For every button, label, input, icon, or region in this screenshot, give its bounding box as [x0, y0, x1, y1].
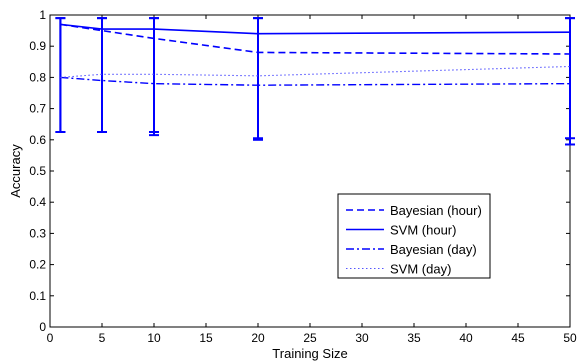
errorbar-layer — [55, 17, 575, 146]
legend-items: Bayesian (hour) SVM (hour) Bayesian (day) S… — [346, 203, 482, 277]
x-tick-label-7: 35 — [407, 331, 421, 345]
x-tick-label-6: 30 — [355, 331, 369, 345]
y-tick-label-2: 0.2 — [29, 258, 46, 272]
x-tick-label-3: 15 — [199, 331, 213, 345]
series-line-1 — [60, 23, 571, 35]
legend-box — [337, 193, 491, 279]
legend: Bayesian (hour) SVM (hour) Bayesian (day) S… — [337, 193, 491, 279]
x-tick-label-0: 0 — [47, 331, 54, 345]
y-tick-label-10: 1 — [39, 8, 46, 22]
x-tick-label-1: 5 — [99, 331, 106, 345]
y-axis-label: Accuracy — [8, 144, 23, 198]
x-tick-label-5: 25 — [303, 331, 317, 345]
plot-frame — [49, 14, 571, 328]
x-tick-label-10: 50 — [563, 331, 577, 345]
x-tick-label-8: 40 — [459, 331, 473, 345]
series-layer — [60, 23, 571, 86]
x-axis-label: Training Size — [272, 346, 347, 361]
x-tick-label-9: 45 — [511, 331, 525, 345]
y-tick-label-7: 0.7 — [29, 102, 46, 116]
ticks-layer: 0 5 10 15 20 25 30 35 40 45 50 0 0.1 0.2 0.3 0.4 0.5 0.6 0… — [29, 8, 577, 345]
x-tick-label-2: 10 — [147, 331, 161, 345]
y-tick-label-8: 0.8 — [29, 70, 46, 84]
y-tick-label-9: 0.9 — [29, 39, 46, 53]
series-line-0 — [60, 23, 571, 55]
series-line-2 — [60, 76, 571, 86]
legend-label-1: SVM (hour) — [390, 223, 456, 238]
legend-label-0: Bayesian (hour) — [390, 203, 482, 218]
y-tick-label-0: 0 — [39, 320, 46, 334]
legend-label-2: Bayesian (day) — [390, 242, 477, 257]
y-tick-label-4: 0.4 — [29, 195, 46, 209]
legend-label-3: SVM (day) — [390, 262, 451, 277]
y-tick-label-1: 0.1 — [29, 289, 46, 303]
y-tick-label-5: 0.5 — [29, 164, 46, 178]
x-tick-label-4: 20 — [251, 331, 265, 345]
y-tick-label-3: 0.3 — [29, 226, 46, 240]
series-line-3 — [60, 65, 571, 78]
y-tick-label-6: 0.6 — [29, 133, 46, 147]
